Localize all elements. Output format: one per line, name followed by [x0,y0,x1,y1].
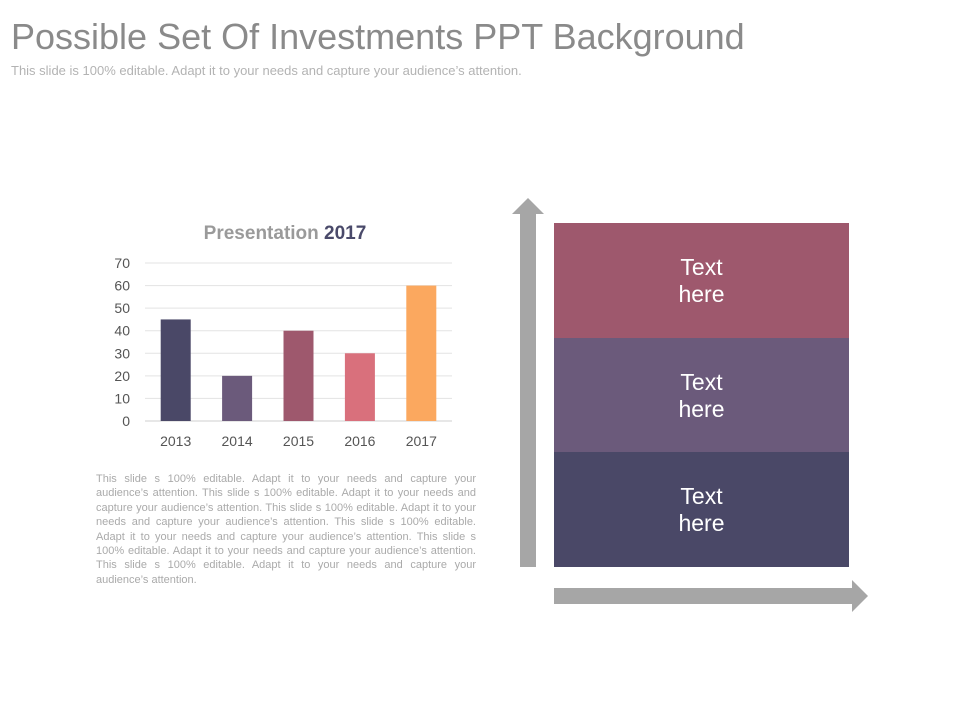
x-tick-label: 2015 [283,433,314,449]
y-tick-label: 20 [114,368,130,384]
stack-block-label: Text here [678,253,725,307]
stack-block-label: Text here [678,368,725,422]
x-tick-label: 2014 [222,433,253,449]
y-tick-label: 40 [114,323,130,339]
stack-block-label: Text here [678,482,725,536]
x-tick-label: 2013 [160,433,191,449]
bar-2014 [222,375,253,421]
y-tick-label: 50 [114,300,130,316]
chart-title-prefix: Presentation [203,223,319,244]
stack-block-top: Text here [554,223,849,338]
right-arrow-icon [554,580,868,612]
y-tick-label: 30 [114,345,130,361]
x-tick-label: 2017 [406,433,437,449]
x-tick-label: 2016 [344,433,375,449]
bar-2013 [160,319,191,421]
y-tick-label: 10 [114,390,130,406]
chart-title-year: 2017 [324,223,367,244]
slide-title: Possible Set Of Investments PPT Backgrou… [11,16,745,57]
bar-2017 [406,285,437,421]
bar-2016 [344,353,375,421]
y-tick-label: 60 [114,278,130,294]
y-tick-label: 0 [122,413,130,429]
chart-title: Presentation 2017 [120,223,450,245]
bar-2015 [283,330,314,421]
stack-block-bottom: Text here [554,452,849,567]
up-arrow-icon [512,198,544,567]
body-paragraph: This slide s 100% editable. Adapt it to … [96,473,476,586]
stack-block-middle: Text here [554,338,849,453]
y-tick-label: 70 [114,255,130,271]
slide-subtitle: This slide is 100% editable. Adapt it to… [11,63,522,78]
